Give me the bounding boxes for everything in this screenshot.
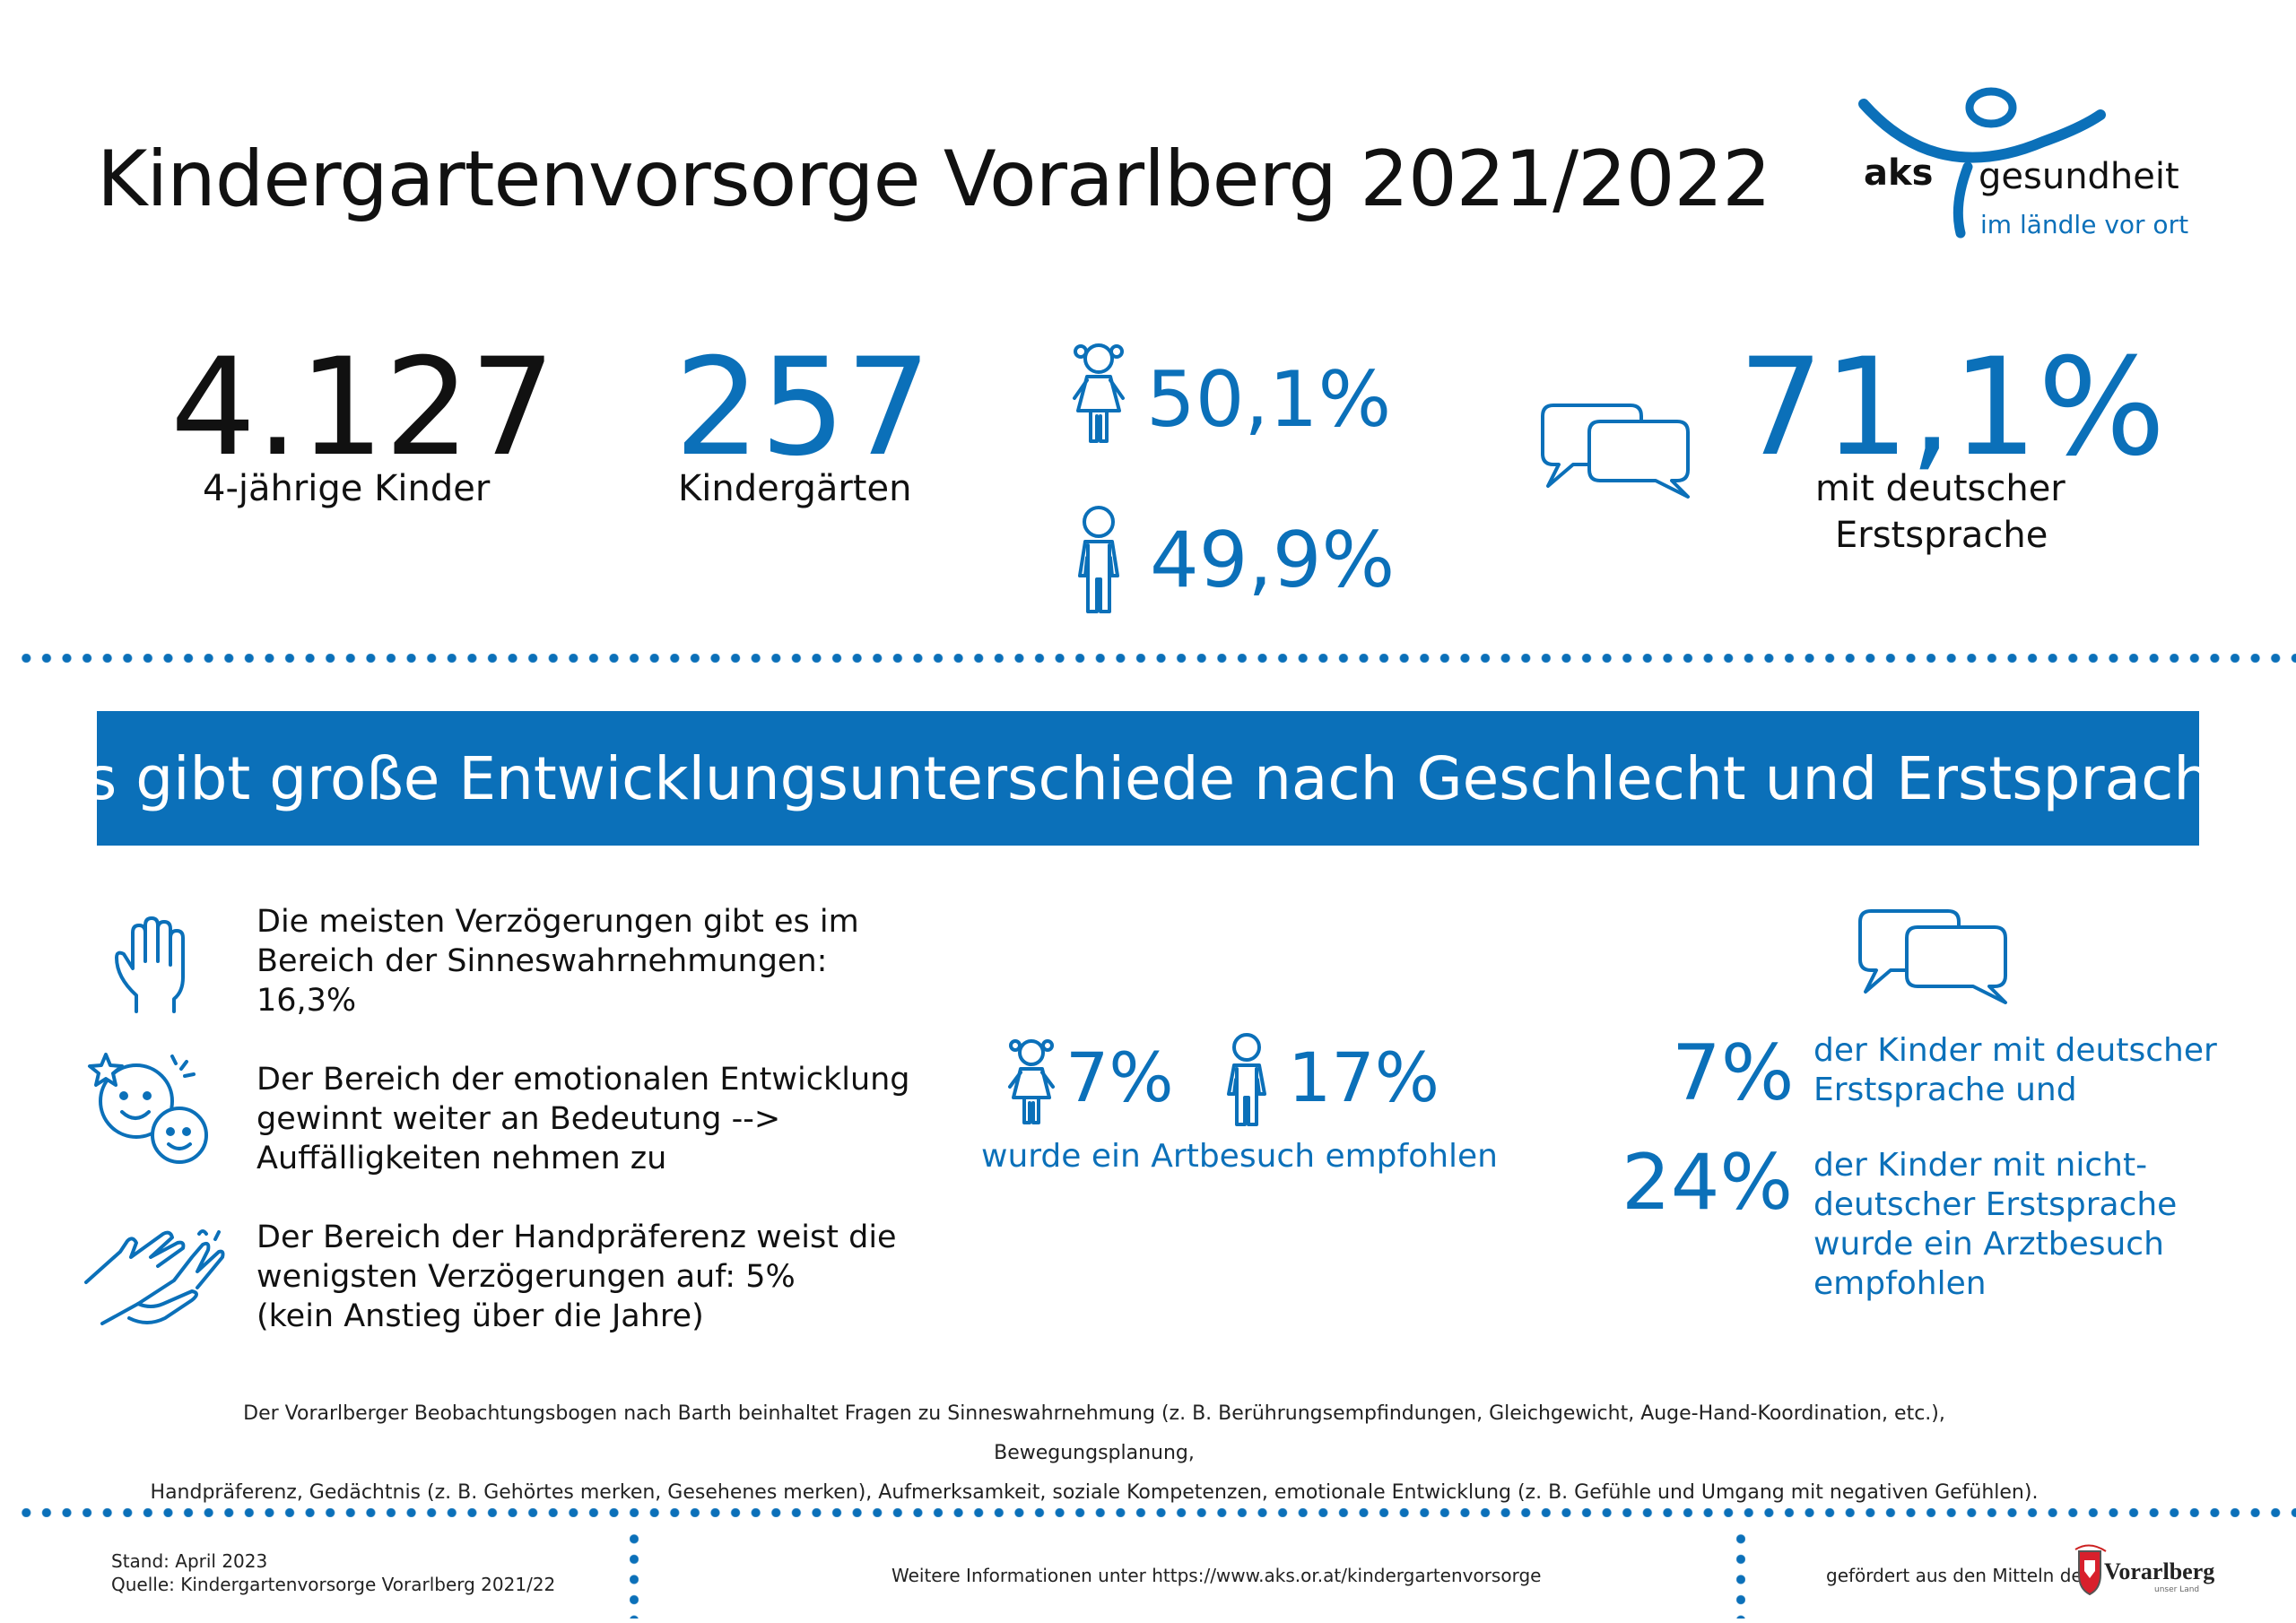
nongerman-referral-line-4: empfohlen: [1813, 1265, 1987, 1302]
kindergarten-label: Kindergärten: [678, 468, 912, 509]
footer-stand: Stand: April 2023: [111, 1550, 268, 1572]
german-referral-line-1: der Kinder mit deutscher: [1813, 1032, 2217, 1069]
logo-tagline: im ländle vor ort: [1980, 210, 2189, 239]
dotted-divider-bottom: [16, 1508, 2296, 1517]
finding-senses-line-1: Die meisten Verzögerungen gibt es im: [257, 904, 859, 940]
finding-emotional: Der Bereich der emotionalen Entwicklung …: [257, 1060, 910, 1178]
footer-divider-right: [1736, 1529, 1745, 1619]
german-percentage: 71,1%: [1738, 330, 2166, 486]
german-label-1: mit deutscher: [1815, 468, 2066, 509]
finding-emotional-line-2: gewinnt weiter an Bedeutung -->: [257, 1101, 781, 1137]
children-count: 4.127: [170, 330, 556, 486]
vorarlberg-logo: Vorarlberg unser Land: [2068, 1541, 2215, 1605]
finding-handedness: Der Bereich der Handpräferenz weist die …: [257, 1218, 897, 1336]
footer-source: Quelle: Kindergartenvorsorge Vorarlberg …: [111, 1574, 556, 1595]
footer-meta: Stand: April 2023 Quelle: Kindergartenvo…: [111, 1549, 555, 1596]
girls-percentage: 50,1%: [1146, 355, 1392, 445]
methodology-note: Der Vorarlberger Beobachtungsbogen nach …: [144, 1394, 2045, 1513]
coat-of-arms-icon: [2074, 1544, 2107, 1596]
finding-handedness-line-1: Der Bereich der Handpräferenz weist die: [257, 1219, 897, 1255]
hand-icon: [115, 916, 185, 1013]
nongerman-referral-pct: 24%: [1622, 1138, 1794, 1228]
german-referral-line-2: Erstsprache und: [1813, 1072, 2077, 1108]
finding-handedness-line-3: (kein Anstieg über die Jahre): [257, 1298, 704, 1334]
footer-divider-left: [630, 1529, 639, 1619]
finding-handedness-line-2: wenigsten Verzögerungen auf: 5%: [257, 1259, 796, 1295]
nongerman-referral-text: der Kinder mit nicht- deutscher Erstspra…: [1813, 1146, 2177, 1304]
dotted-divider-top: [16, 654, 2296, 663]
finding-senses-line-2: Bereich der Sinneswahrnehmungen:: [257, 943, 828, 979]
headline-banner: Es gibt große Entwicklungsunterschiede n…: [48, 711, 2248, 846]
handshake-icon: [84, 1229, 225, 1325]
german-label-2: Erstsprache: [1835, 515, 2048, 556]
girl-icon-small: [1008, 1039, 1055, 1124]
finding-senses: Die meisten Verzögerungen gibt es im Ber…: [257, 902, 859, 1020]
girl-icon: [1073, 343, 1125, 443]
footer-funded: gefördert aus den Mitteln des: [1826, 1565, 2092, 1586]
nongerman-referral-line-2: deutscher Erstsprache: [1813, 1186, 2178, 1223]
german-referral-text: der Kinder mit deutscher Erstsprache und: [1813, 1031, 2217, 1110]
nongerman-referral-line-1: der Kinder mit nicht-: [1813, 1147, 2148, 1184]
german-referral-pct: 7%: [1672, 1028, 1795, 1118]
methodology-note-line-1: Der Vorarlberger Beobachtungsbogen nach …: [243, 1402, 1945, 1464]
methodology-note-line-2: Handpräferenz, Gedächtnis (z. B. Gehörte…: [150, 1481, 2039, 1504]
finding-emotional-line-1: Der Bereich der emotionalen Entwicklung: [257, 1062, 910, 1098]
faces-icon: [88, 1053, 208, 1164]
finding-senses-line-3: 16,3%: [257, 983, 357, 1019]
logo-brand: aks: [1864, 152, 1934, 194]
page-title: Kindergartenvorsorge Vorarlberg 2021/202…: [97, 135, 1771, 224]
speech-bubbles-icon: [1541, 404, 1690, 499]
boy-icon: [1078, 506, 1119, 613]
logo-name: gesundheit: [1979, 156, 2179, 197]
boys-percentage: 49,9%: [1150, 516, 1396, 605]
funder-logo-text: Vorarlberg: [2104, 1558, 2215, 1584]
funder-tagline: unser Land: [2154, 1585, 2200, 1594]
finding-emotional-line-3: Auffälligkeiten nehmen zu: [257, 1141, 667, 1176]
aks-logo: aks gesundheit im ländle vor ort: [1857, 79, 2188, 249]
boys-referral-pct: 17%: [1288, 1037, 1439, 1117]
kindergarten-count: 257: [674, 330, 932, 486]
boy-icon-small: [1227, 1033, 1266, 1126]
referral-caption: wurde ein Artbesuch empfohlen: [981, 1138, 1498, 1175]
girls-referral-pct: 7%: [1065, 1037, 1174, 1117]
aks-figure-icon: [1858, 87, 2106, 239]
nongerman-referral-line-3: wurde ein Arztbesuch: [1813, 1226, 2164, 1263]
children-label: 4-jährige Kinder: [203, 468, 491, 509]
speech-bubbles-icon-small: [1858, 909, 2007, 1004]
footer-more-info: Weitere Informationen unter https://www.…: [891, 1565, 1542, 1586]
